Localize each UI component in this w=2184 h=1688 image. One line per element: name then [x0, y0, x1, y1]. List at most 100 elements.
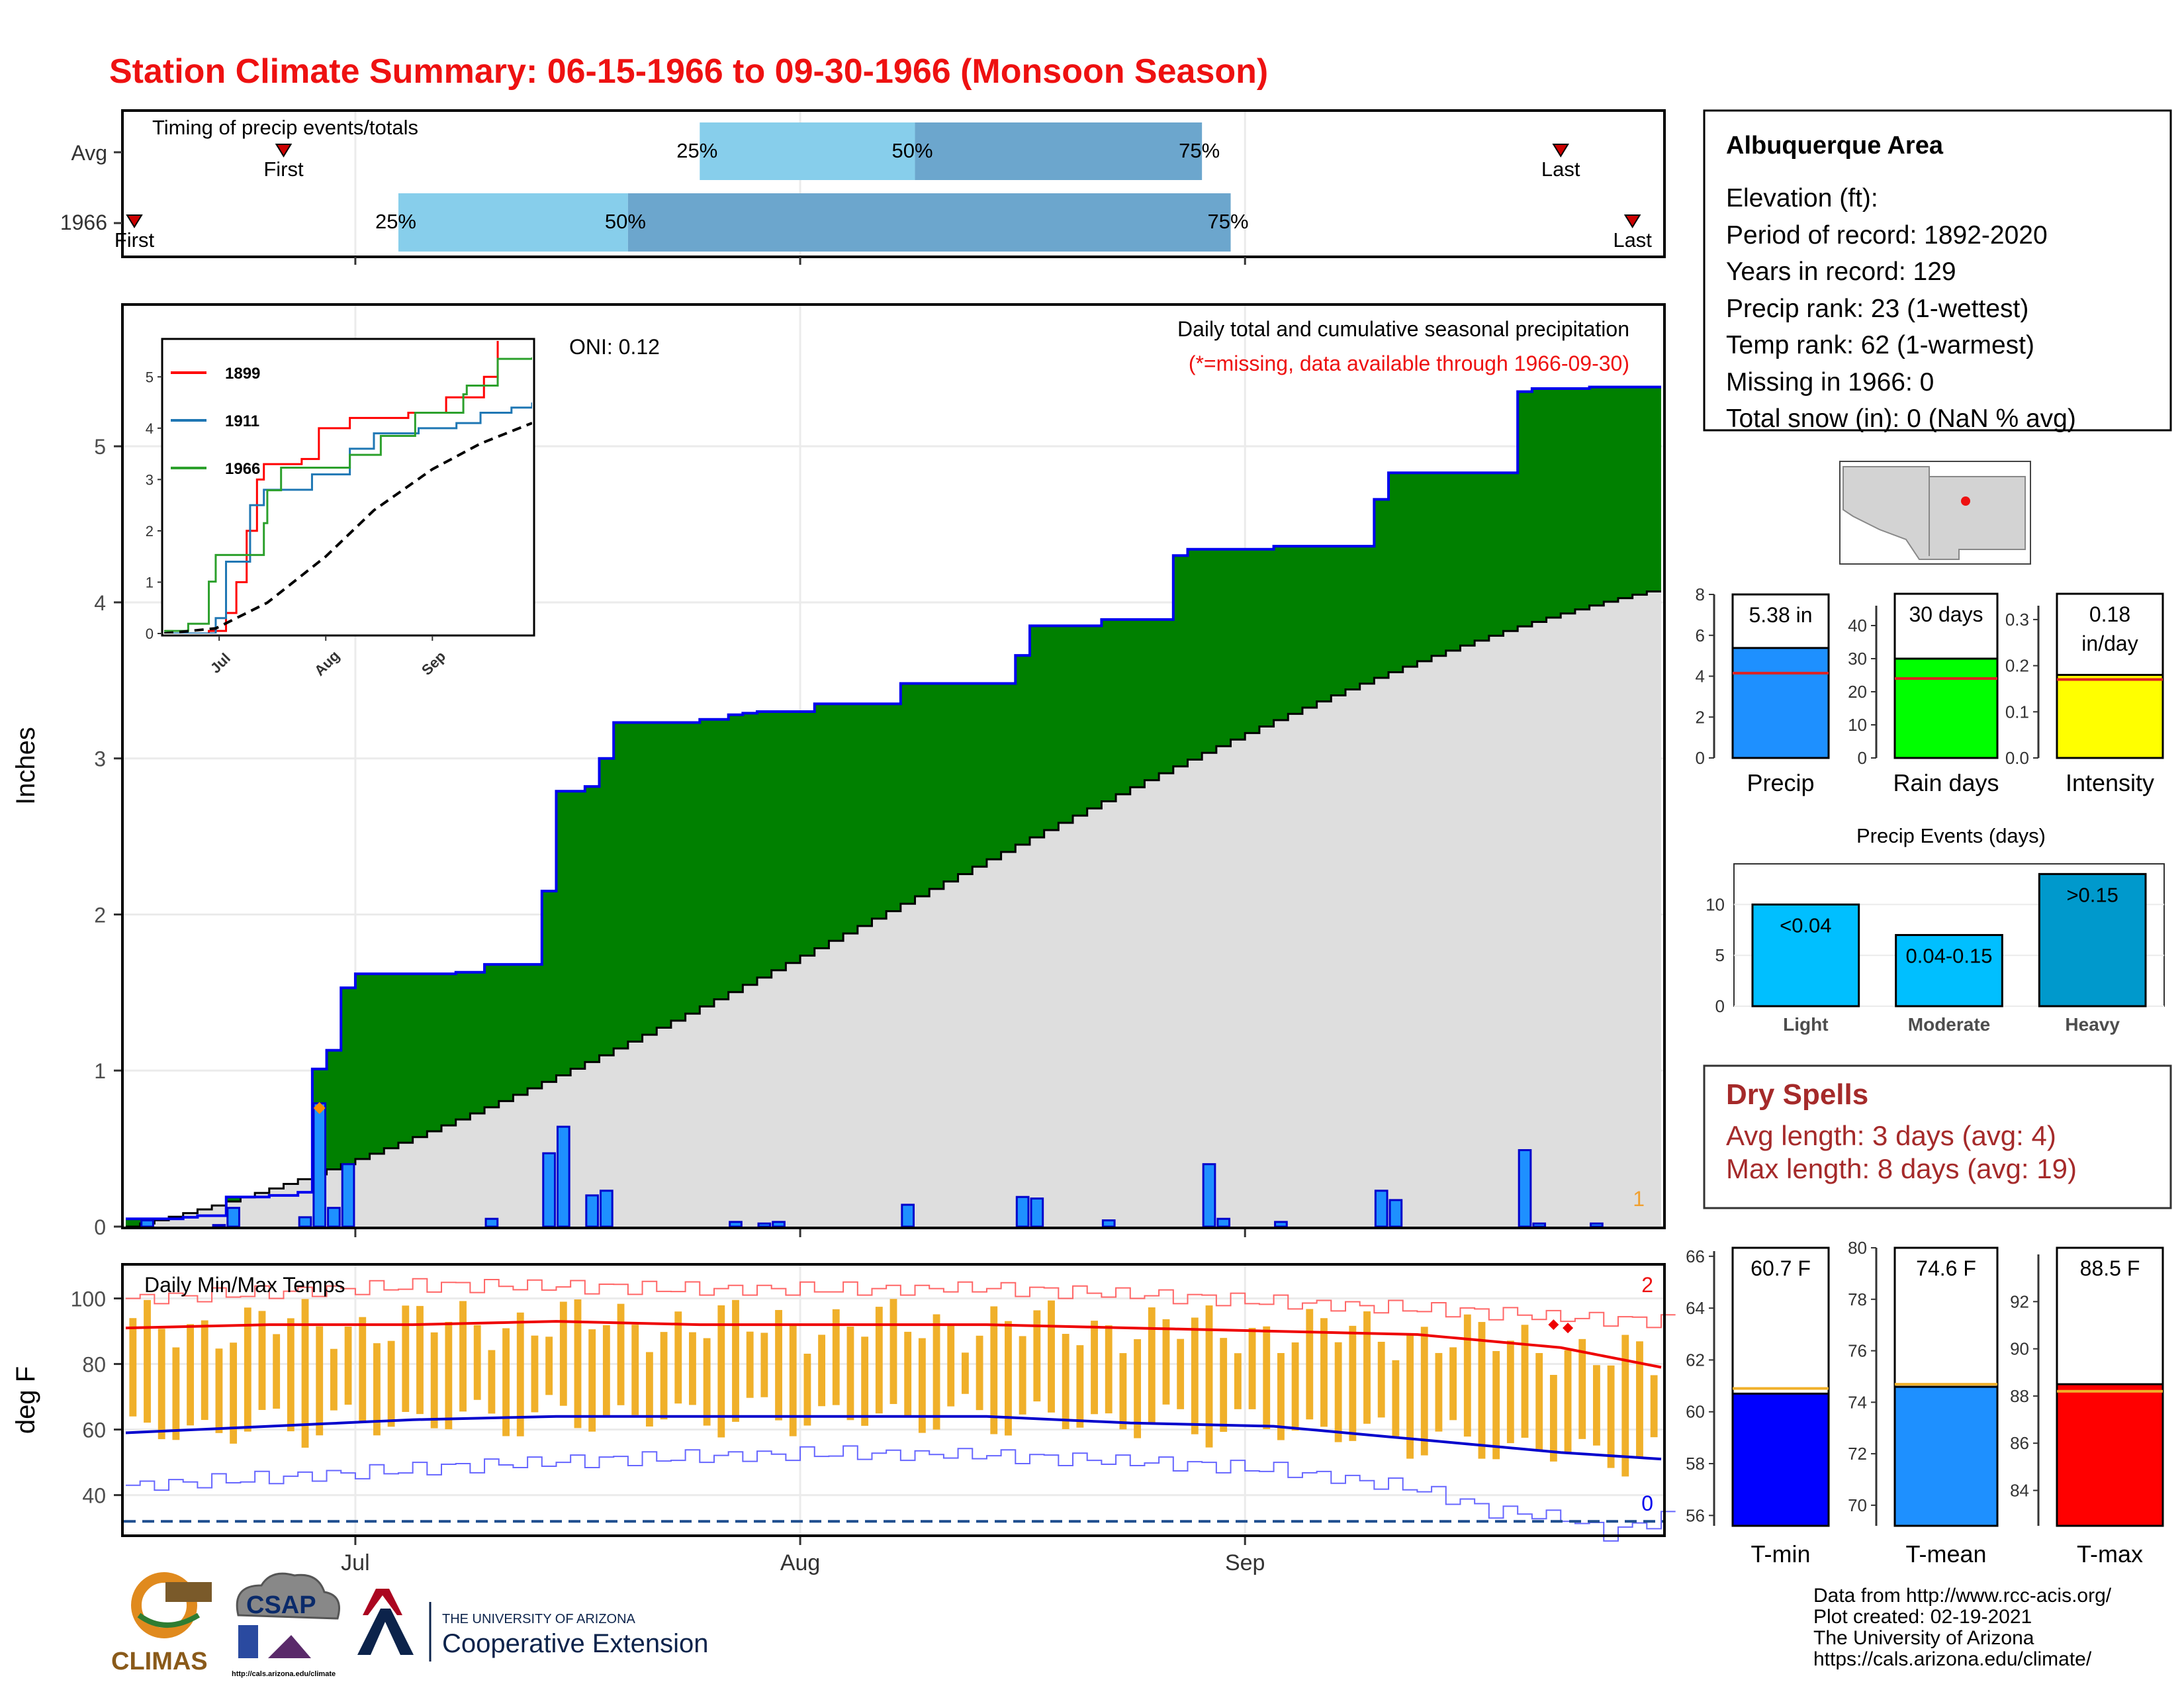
stat-y-tick-label: 92: [2010, 1291, 2029, 1311]
dry-spells-line: Max length: 8 days (avg: 19): [1726, 1153, 2077, 1184]
daily-temp-range-bar: [645, 1352, 653, 1427]
timing-title: Timing of precip events/totals: [152, 116, 418, 139]
stat-bar: [1731, 647, 1830, 759]
daily-temp-range-bar: [1363, 1311, 1371, 1424]
daily-precip-bar: [772, 1221, 786, 1228]
daily-temp-range-bar: [933, 1314, 940, 1430]
footer-line: https://cals.arizona.edu/climate/: [1813, 1648, 2092, 1670]
stat-value-label: 60.7 F: [1751, 1256, 1811, 1280]
stat-y-tick-label: 8: [1696, 585, 1705, 604]
daily-temp-range-bar: [287, 1318, 295, 1432]
event-category-label: Light: [1783, 1014, 1828, 1035]
temp-y-tick-label: 60: [82, 1419, 106, 1442]
daily-temp-range-bar: [158, 1329, 165, 1440]
daily-temp-range-bar: [301, 1299, 309, 1448]
temp-y-tick-label: 40: [82, 1484, 106, 1508]
daily-precip-bar: [484, 1217, 499, 1228]
event-category-label: Heavy: [2065, 1014, 2120, 1035]
inset-legend-label: 1899: [225, 365, 260, 383]
daily-precip-bar: [1216, 1217, 1231, 1228]
daily-temp-range-bar: [330, 1348, 338, 1411]
average-max-line: [125, 1320, 1662, 1369]
daily-temp-range-bar: [703, 1338, 711, 1426]
climas-logo: CLIMAS: [111, 1572, 212, 1675]
daily-temp-range-bar: [1248, 1328, 1256, 1409]
daily-temp-range-bar: [144, 1299, 151, 1423]
inset-series-line: [164, 357, 532, 632]
stat-bar: [1731, 1392, 1830, 1527]
daily-temp-range-bar: [717, 1305, 725, 1438]
daily-precip-bar: [226, 1207, 240, 1228]
last-label: Last: [1613, 228, 1652, 252]
precip-y-tick-label: 1: [94, 1059, 106, 1083]
station-frame: [1703, 109, 2172, 432]
daily-temp-range-bar: [1334, 1342, 1342, 1442]
daily-temp-range-bar: [1306, 1309, 1314, 1420]
daily-precip-bar: [585, 1194, 600, 1228]
first-label: First: [263, 158, 304, 181]
daily-precip-bar: [1532, 1222, 1547, 1228]
station-line: Elevation (ft):: [1726, 184, 1878, 212]
average-min-line: [125, 1415, 1662, 1461]
inset-series-group: [164, 341, 532, 633]
record-temp-marker: [1548, 1319, 1559, 1331]
daily-temp-range-bar: [1593, 1365, 1600, 1446]
stat-value-label: 0.18: [2089, 602, 2130, 626]
stat-category-label: T-min: [1751, 1540, 1811, 1568]
stat-y-tick-label: 88: [2010, 1386, 2029, 1406]
precip-frame: [121, 303, 1666, 1229]
daily-temp-range-bar: [1119, 1353, 1127, 1430]
precip-y-tick-label: 3: [94, 747, 106, 771]
footer-credits: Data from http://www.rcc-acis.org/ Plot …: [1813, 1585, 2112, 1670]
daily-temp-range-bar: [1320, 1318, 1328, 1427]
stat-category-label: T-mean: [1905, 1540, 1986, 1568]
daily-temp-range-bar: [689, 1332, 696, 1405]
event-category-label: Moderate: [1908, 1014, 1990, 1035]
daily-temp-range-bar: [1134, 1339, 1142, 1438]
stat-bar: [2056, 1383, 2164, 1527]
cumulative-1966-line: [126, 385, 1661, 1221]
daily-temp-range-bar: [545, 1336, 553, 1395]
inset-y-tick-label: 0: [146, 626, 154, 642]
station-line: Temp rank: 62 (1-warmest): [1726, 331, 2034, 359]
inset-frame: [161, 338, 535, 637]
stat-bar: [1893, 1385, 1999, 1527]
last-label: Last: [1541, 158, 1580, 181]
stat-category-label: T-max: [2077, 1540, 2143, 1568]
daily-temp-range-bar: [531, 1335, 539, 1413]
daily-temp-range-bar: [1578, 1338, 1586, 1439]
inset-legend-label: 1966: [225, 460, 260, 478]
daily-temp-range-bar: [201, 1320, 208, 1421]
daily-temp-range-bar: [875, 1307, 883, 1414]
stat-y-tick-label: 80: [1848, 1238, 1867, 1258]
daily-temp-range-bar: [1435, 1352, 1443, 1432]
stat-category-label: Intensity: [2066, 769, 2154, 796]
stat-y-tick-label: 30: [1848, 649, 1867, 669]
stat-y-tick-label: 0.3: [2005, 610, 2029, 630]
daily-temp-range-bar: [215, 1348, 223, 1433]
daily-temp-range-bar: [373, 1343, 381, 1436]
events-y-tick-label: 5: [1715, 945, 1725, 965]
daily-precip-bar: [542, 1152, 556, 1228]
daily-precip-bar: [901, 1203, 915, 1228]
daily-precip-bar: [1388, 1199, 1403, 1228]
climas-label: CLIMAS: [111, 1648, 208, 1675]
daily-temp-range-bar: [387, 1340, 395, 1427]
first-marker: [275, 144, 293, 158]
timing-bar-25-50: [700, 122, 915, 180]
daily-temp-range-bar: [1076, 1345, 1084, 1428]
stat-y-tick-label: 76: [1848, 1341, 1867, 1361]
stat-y-tick-label: 0: [1696, 748, 1705, 768]
daily-precip-bar: [212, 1224, 226, 1228]
daily-temp-range-bar: [1478, 1322, 1486, 1459]
stat-y-tick-label: 84: [2010, 1481, 2029, 1501]
daily-temp-range-bar: [1506, 1340, 1514, 1444]
daily-temp-range-bar: [574, 1299, 582, 1429]
daily-temp-range-bar: [861, 1336, 869, 1426]
record-max-line: [126, 1278, 1676, 1329]
stat-y-tick-label: 4: [1696, 667, 1705, 686]
temp-count-cold: 0: [1641, 1491, 1653, 1515]
daily-temp-range-bar: [1191, 1317, 1199, 1434]
station-line: Years in record: 129: [1726, 258, 1956, 286]
daily-temp-range-bar: [516, 1312, 524, 1436]
